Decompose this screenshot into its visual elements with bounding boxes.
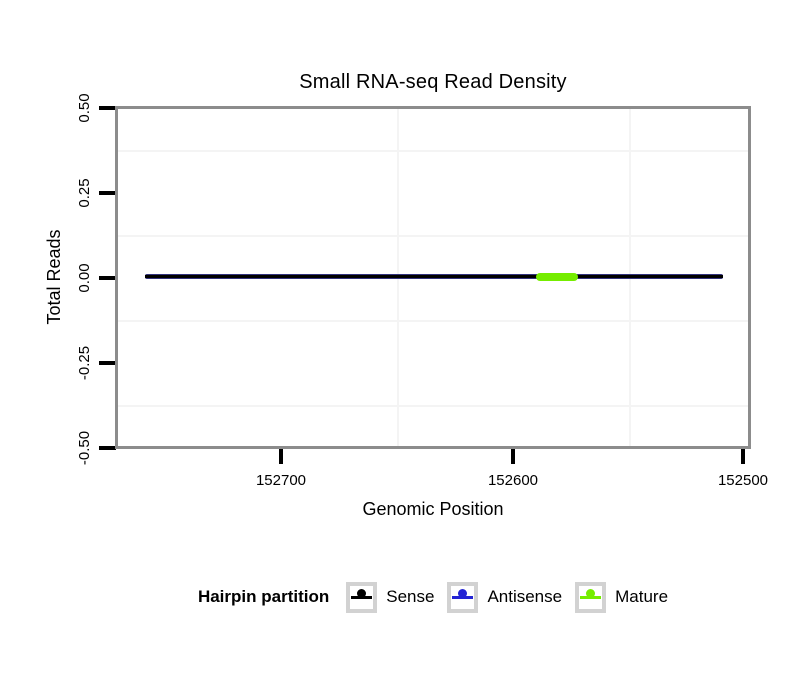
y-axis-tick	[99, 276, 116, 280]
legend-item-mature: Mature	[575, 581, 669, 613]
y-tick-label: 0.50	[76, 93, 93, 123]
sense-density-line-core	[145, 275, 723, 278]
antisense-dot-icon	[458, 588, 468, 598]
minor-gridline-horizontal	[118, 405, 748, 407]
legend: Hairpin partition Sense Antisense Mature	[117, 581, 749, 613]
chart-title: Small RNA-seq Read Density	[299, 71, 567, 93]
legend-label-antisense: Antisense	[487, 587, 563, 606]
x-tick-label: 152700	[255, 472, 307, 489]
y-tick-label: -0.25	[76, 345, 93, 381]
x-axis-tick	[741, 449, 745, 464]
minor-gridline-horizontal	[118, 320, 748, 322]
legend-key-antisense	[447, 581, 479, 613]
legend-key-sense	[346, 581, 378, 613]
mature-dot-icon	[586, 588, 596, 598]
legend-label-sense: Sense	[386, 587, 435, 606]
mature-partition-segment	[536, 273, 578, 281]
y-tick-label: -0.50	[76, 430, 93, 466]
x-axis-tick	[511, 449, 515, 464]
x-tick-label: 152600	[487, 472, 539, 489]
minor-gridline-horizontal	[118, 235, 748, 237]
y-tick-label: 0.00	[76, 263, 93, 293]
legend-label-mature: Mature	[615, 587, 669, 606]
y-axis-tick	[99, 106, 116, 110]
y-axis-tick	[99, 446, 116, 450]
x-axis-tick	[279, 449, 283, 464]
legend-key-mature	[575, 581, 607, 613]
y-axis-tick	[99, 191, 116, 195]
sense-antisense-density-line	[145, 274, 723, 279]
legend-item-sense: Sense	[346, 581, 435, 613]
legend-item-antisense: Antisense	[447, 581, 563, 613]
minor-gridline-horizontal	[118, 150, 748, 152]
x-tick-label: 152500	[717, 472, 769, 489]
y-tick-label: 0.25	[76, 178, 93, 208]
y-axis-title: Total Reads	[44, 229, 64, 325]
x-axis-title: Genomic Position	[362, 499, 504, 519]
plot-panel	[115, 106, 751, 449]
y-axis-tick	[99, 361, 116, 365]
legend-title: Hairpin partition	[197, 587, 330, 606]
sense-dot-icon	[357, 588, 367, 598]
